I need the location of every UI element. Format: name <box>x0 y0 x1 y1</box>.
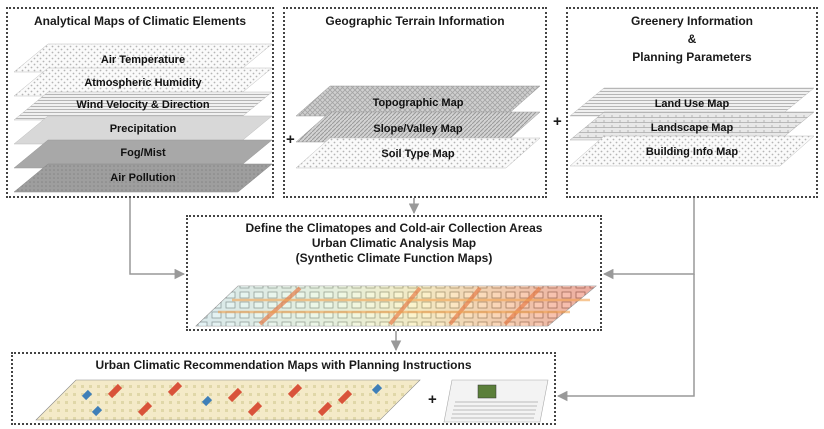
layer-air-temperature: Air Temperature <box>101 54 185 66</box>
flow-arrows <box>129 198 695 402</box>
planning-instructions-document <box>443 379 549 423</box>
layer-wind-velocity: Wind Velocity & Direction <box>76 99 209 111</box>
plus-sign-recommendation: + <box>428 391 437 408</box>
arrow-greenery-to-analysis <box>602 198 695 280</box>
greenery-title-line-1: Greenery Information <box>630 14 754 28</box>
terrain-layer-stack <box>295 85 541 169</box>
layer-slope-valley-map: Slope/Valley Map <box>373 123 463 135</box>
layer-soil-type-map: Soil Type Map <box>381 148 454 160</box>
plus-sign-terrain: + <box>286 131 295 148</box>
layer-topographic-map: Topographic Map <box>373 97 464 109</box>
layer-atmospheric-humidity: Atmospheric Humidity <box>84 77 202 89</box>
climatic-elements-title: Analytical Maps of Climatic Elements <box>33 14 247 28</box>
terrain-info-title: Geographic Terrain Information <box>325 14 505 28</box>
layer-land-use-map: Land Use Map <box>655 98 730 110</box>
analysis-title-line-3: (Synthetic Climate Function Maps) <box>295 251 493 265</box>
recommendation-map <box>35 379 421 421</box>
layer-fog-mist: Fog/Mist <box>120 147 166 159</box>
layer-air-pollution: Air Pollution <box>110 172 176 184</box>
recommendation-title: Urban Climatic Recommendation Maps with … <box>95 358 472 372</box>
layer-landscape-map: Landscape Map <box>651 122 734 134</box>
greenery-layer-stack <box>569 87 815 167</box>
layer-building-info-map: Building Info Map <box>646 146 739 158</box>
analysis-title-line-1: Define the Climatopes and Cold-air Colle… <box>245 221 543 235</box>
climatic-layer-stack <box>13 43 273 193</box>
layer-precipitation: Precipitation <box>110 123 177 135</box>
greenery-title-line-2: & <box>687 32 697 46</box>
analysis-title-line-2: Urban Climatic Analysis Map <box>311 236 477 250</box>
arrow-greenery-to-recommendation <box>556 274 695 402</box>
arrow-climatic-to-analysis <box>129 198 186 280</box>
urban-climatic-analysis-map <box>195 285 597 327</box>
greenery-title-line-3: Planning Parameters <box>632 50 752 64</box>
plus-sign-greenery: + <box>553 113 562 130</box>
